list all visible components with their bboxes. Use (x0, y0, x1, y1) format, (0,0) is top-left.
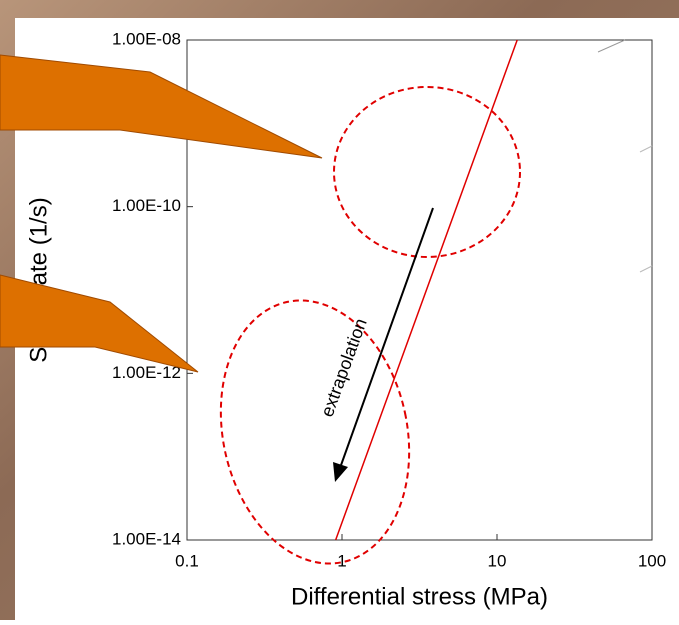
x-tick-label: 100 (638, 551, 666, 570)
y-tick-label: 1.00E-08 (112, 29, 181, 48)
highlight-circle (333, 86, 521, 258)
x-axis-title: Differential stress (MPa) (291, 583, 548, 610)
arrow-head (333, 462, 348, 482)
faint-curve (639, 145, 653, 153)
faint-curve (639, 265, 653, 273)
highlight-circle (219, 299, 411, 565)
y-tick-label: 1.00E-14 (112, 529, 181, 548)
line (334, 39, 518, 541)
plot: 1.00E-14 1.00E-12 1.00E-10 1.00E-08 0.1 1 10 10… (25, 29, 666, 610)
x-tick-label: 0.1 (175, 551, 199, 570)
callout (0, 274, 199, 373)
y-tick-label: 1.00E-12 (112, 363, 181, 382)
x-tick-label: 1 (337, 551, 346, 570)
faint-curve (597, 39, 626, 53)
arrow-shaft (339, 207, 434, 469)
plot-area (186, 39, 653, 541)
x-tick-label: 10 (488, 551, 507, 570)
y-tick-label: 1.00E-10 (112, 196, 181, 215)
callout (0, 54, 323, 159)
